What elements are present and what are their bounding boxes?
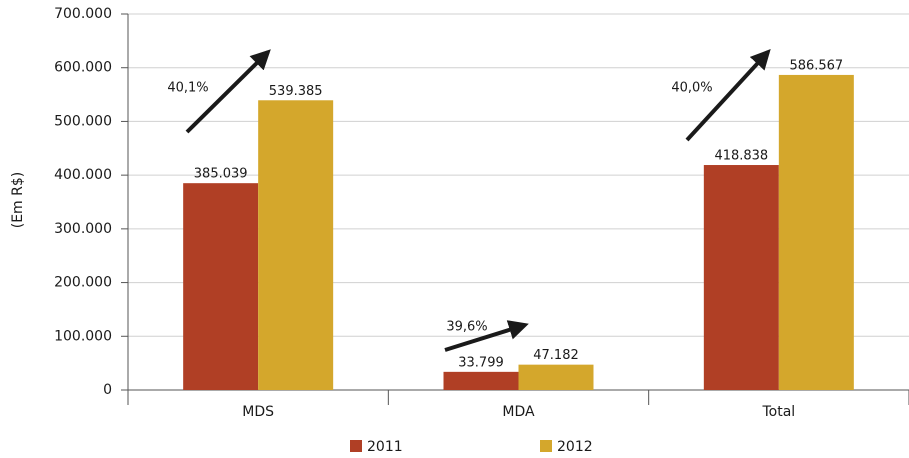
bar	[258, 100, 334, 391]
growth-arrow	[685, 49, 771, 142]
x-tick-label: MDA	[502, 404, 535, 420]
y-tick-label: 200.000	[54, 275, 112, 291]
y-tick-label: 300.000	[54, 221, 112, 237]
growth-arrow	[444, 320, 529, 352]
bar	[443, 371, 519, 390]
bar	[518, 364, 594, 390]
bar	[778, 74, 854, 391]
y-tick-label: 500.000	[54, 113, 112, 129]
legend-label: 2012	[557, 439, 593, 455]
y-tick-label: 0	[103, 382, 112, 398]
value-label: 539.385	[269, 84, 323, 99]
legend-label: 2011	[367, 439, 403, 455]
growth-arrow	[185, 49, 271, 134]
y-tick-label: 400.000	[54, 167, 112, 183]
bar	[703, 165, 779, 390]
bar	[183, 183, 259, 390]
y-tick-label: 700.000	[54, 6, 112, 22]
value-label: 418.838	[714, 149, 768, 164]
legend-swatch	[540, 440, 552, 452]
y-tick-label: 600.000	[54, 60, 112, 76]
x-tick-label: Total	[761, 404, 795, 420]
x-tick-label: MDS	[242, 404, 274, 420]
annotation: 39,6%	[446, 320, 487, 335]
value-label: 33.799	[458, 355, 504, 370]
y-tick-label: 100.000	[54, 328, 112, 344]
value-label: 47.182	[533, 348, 579, 363]
y-axis-label: (Em R$)	[10, 172, 26, 229]
value-label: 385.039	[194, 167, 248, 182]
annotation: 40,0%	[671, 81, 712, 96]
value-label: 586.567	[789, 58, 843, 73]
annotation: 40,1%	[167, 81, 208, 96]
legend-swatch	[350, 440, 362, 452]
